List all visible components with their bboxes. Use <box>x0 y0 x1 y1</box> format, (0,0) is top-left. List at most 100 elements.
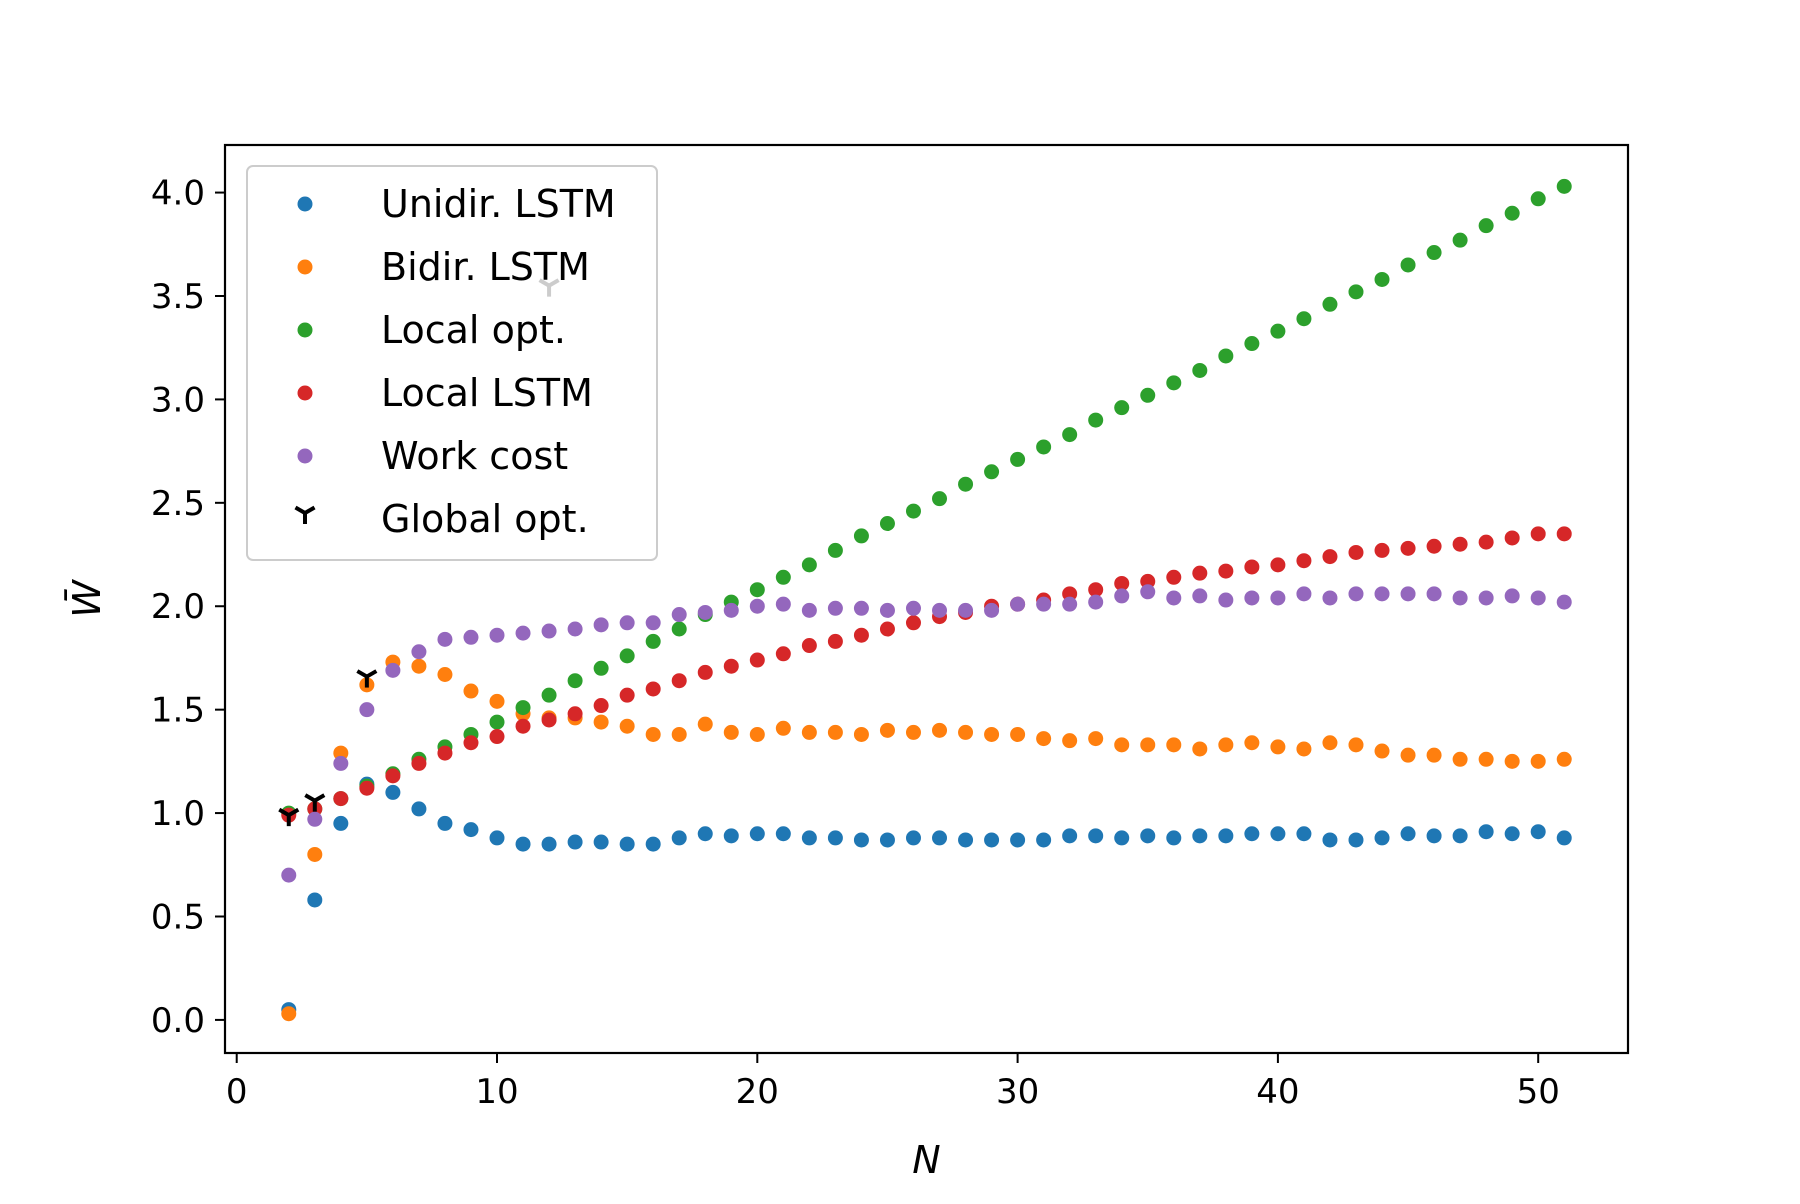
legend-box <box>246 165 658 561</box>
marker-stroke <box>356 669 368 679</box>
marker-stroke <box>365 669 378 679</box>
data-point <box>1374 542 1390 558</box>
data-point <box>1322 735 1338 751</box>
series-1 <box>281 654 1572 1022</box>
data-point <box>1140 387 1156 403</box>
data-point <box>1062 596 1078 612</box>
data-point <box>827 830 843 846</box>
data-point <box>593 834 609 850</box>
data-point <box>437 631 453 647</box>
data-point <box>932 491 948 507</box>
data-point <box>385 784 401 800</box>
data-point <box>723 602 739 618</box>
data-point <box>593 617 609 633</box>
x-axis-label: N <box>912 1138 940 1182</box>
data-point <box>411 644 427 660</box>
data-point <box>1114 830 1130 846</box>
data-point <box>541 836 557 852</box>
data-point <box>619 836 635 852</box>
data-point <box>1140 584 1156 600</box>
data-point <box>1452 232 1468 248</box>
data-point <box>697 826 713 842</box>
data-point <box>1218 563 1234 579</box>
data-point <box>1504 826 1520 842</box>
data-point <box>489 693 505 709</box>
data-point <box>1556 594 1572 610</box>
data-point <box>827 600 843 616</box>
data-point <box>1166 590 1182 606</box>
data-point <box>801 602 817 618</box>
data-point <box>515 718 531 734</box>
data-point <box>333 745 349 761</box>
data-point <box>984 832 1000 848</box>
data-point <box>1114 588 1130 604</box>
x-tick-label: 10 <box>475 1072 518 1112</box>
data-point <box>984 464 1000 480</box>
x-tick-label: 20 <box>736 1072 779 1112</box>
data-point <box>593 660 609 676</box>
data-point <box>359 780 375 796</box>
data-point <box>671 621 687 637</box>
data-point <box>463 629 479 645</box>
data-point <box>515 700 531 716</box>
data-point <box>1062 427 1078 443</box>
legend-label: Local LSTM <box>381 371 593 415</box>
data-point <box>958 476 974 492</box>
global-opt-point <box>356 669 378 688</box>
data-point <box>359 702 375 718</box>
data-point <box>879 516 895 532</box>
legend-marker <box>297 448 313 464</box>
data-point <box>1218 592 1234 608</box>
marker-stroke <box>313 793 326 803</box>
data-point <box>1218 348 1234 364</box>
data-point <box>879 722 895 738</box>
data-point <box>1088 828 1104 844</box>
data-point <box>1504 530 1520 546</box>
data-point <box>1296 826 1312 842</box>
data-point <box>385 768 401 784</box>
data-point <box>1530 590 1546 606</box>
data-point <box>775 646 791 662</box>
data-point <box>1400 257 1416 273</box>
marker-stroke <box>278 807 290 817</box>
data-point <box>723 828 739 844</box>
data-point <box>1270 557 1286 573</box>
data-point <box>1478 751 1494 767</box>
data-point <box>1504 588 1520 604</box>
legend: Unidir. LSTM Bidir. LSTM Local opt. Local L… <box>246 165 658 561</box>
data-point <box>1556 751 1572 767</box>
x-tick-label: 30 <box>996 1072 1039 1112</box>
y-tick-label: 1.5 <box>151 691 205 731</box>
data-point <box>1478 824 1494 840</box>
data-point <box>1400 826 1416 842</box>
data-point <box>333 791 349 807</box>
data-point <box>1270 590 1286 606</box>
marker-stroke <box>303 505 316 515</box>
data-point <box>853 528 869 544</box>
data-point <box>1114 400 1130 416</box>
legend-marker <box>294 505 316 524</box>
series-4 <box>281 584 1572 883</box>
data-point <box>749 826 765 842</box>
data-point <box>775 569 791 585</box>
data-point <box>1244 735 1260 751</box>
data-point <box>1062 586 1078 602</box>
data-point <box>1114 575 1130 591</box>
data-point <box>1166 375 1182 391</box>
data-point <box>1140 737 1156 753</box>
data-point <box>1244 826 1260 842</box>
data-point <box>905 615 921 631</box>
data-point <box>1088 582 1104 598</box>
data-point <box>1426 747 1442 763</box>
data-point <box>645 615 661 631</box>
data-point <box>801 724 817 740</box>
data-point <box>1374 586 1390 602</box>
data-point <box>1348 284 1364 300</box>
data-point <box>697 716 713 732</box>
legend-label: Global opt. <box>381 497 589 541</box>
data-point <box>827 542 843 558</box>
data-point <box>1530 753 1546 769</box>
data-point <box>645 681 661 697</box>
data-point <box>1296 553 1312 569</box>
